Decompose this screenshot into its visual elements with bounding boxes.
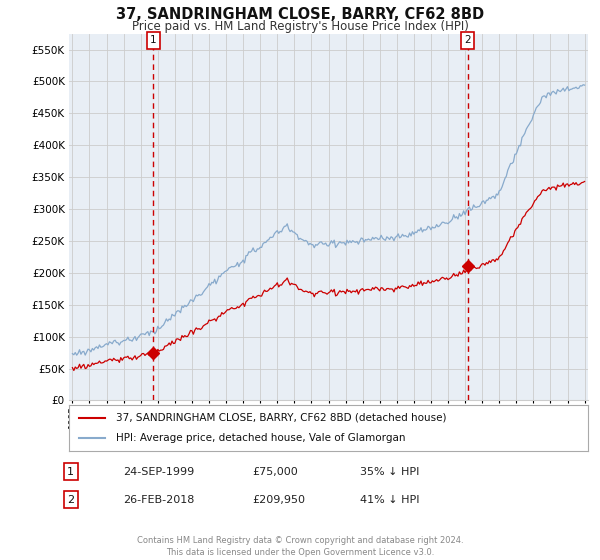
Text: 26-FEB-2018: 26-FEB-2018 bbox=[123, 494, 194, 505]
Text: Contains HM Land Registry data © Crown copyright and database right 2024.
This d: Contains HM Land Registry data © Crown c… bbox=[137, 536, 463, 557]
Text: Price paid vs. HM Land Registry's House Price Index (HPI): Price paid vs. HM Land Registry's House … bbox=[131, 20, 469, 32]
Text: £209,950: £209,950 bbox=[252, 494, 305, 505]
Text: 37, SANDRINGHAM CLOSE, BARRY, CF62 8BD (detached house): 37, SANDRINGHAM CLOSE, BARRY, CF62 8BD (… bbox=[116, 413, 446, 423]
Text: HPI: Average price, detached house, Vale of Glamorgan: HPI: Average price, detached house, Vale… bbox=[116, 433, 405, 443]
Text: £75,000: £75,000 bbox=[252, 466, 298, 477]
Text: 2: 2 bbox=[464, 35, 471, 45]
Text: 35% ↓ HPI: 35% ↓ HPI bbox=[360, 466, 419, 477]
Text: 37, SANDRINGHAM CLOSE, BARRY, CF62 8BD: 37, SANDRINGHAM CLOSE, BARRY, CF62 8BD bbox=[116, 7, 484, 22]
Text: 41% ↓ HPI: 41% ↓ HPI bbox=[360, 494, 419, 505]
Text: 2: 2 bbox=[67, 494, 74, 505]
Text: 24-SEP-1999: 24-SEP-1999 bbox=[123, 466, 194, 477]
Text: 1: 1 bbox=[150, 35, 157, 45]
Text: 1: 1 bbox=[67, 466, 74, 477]
